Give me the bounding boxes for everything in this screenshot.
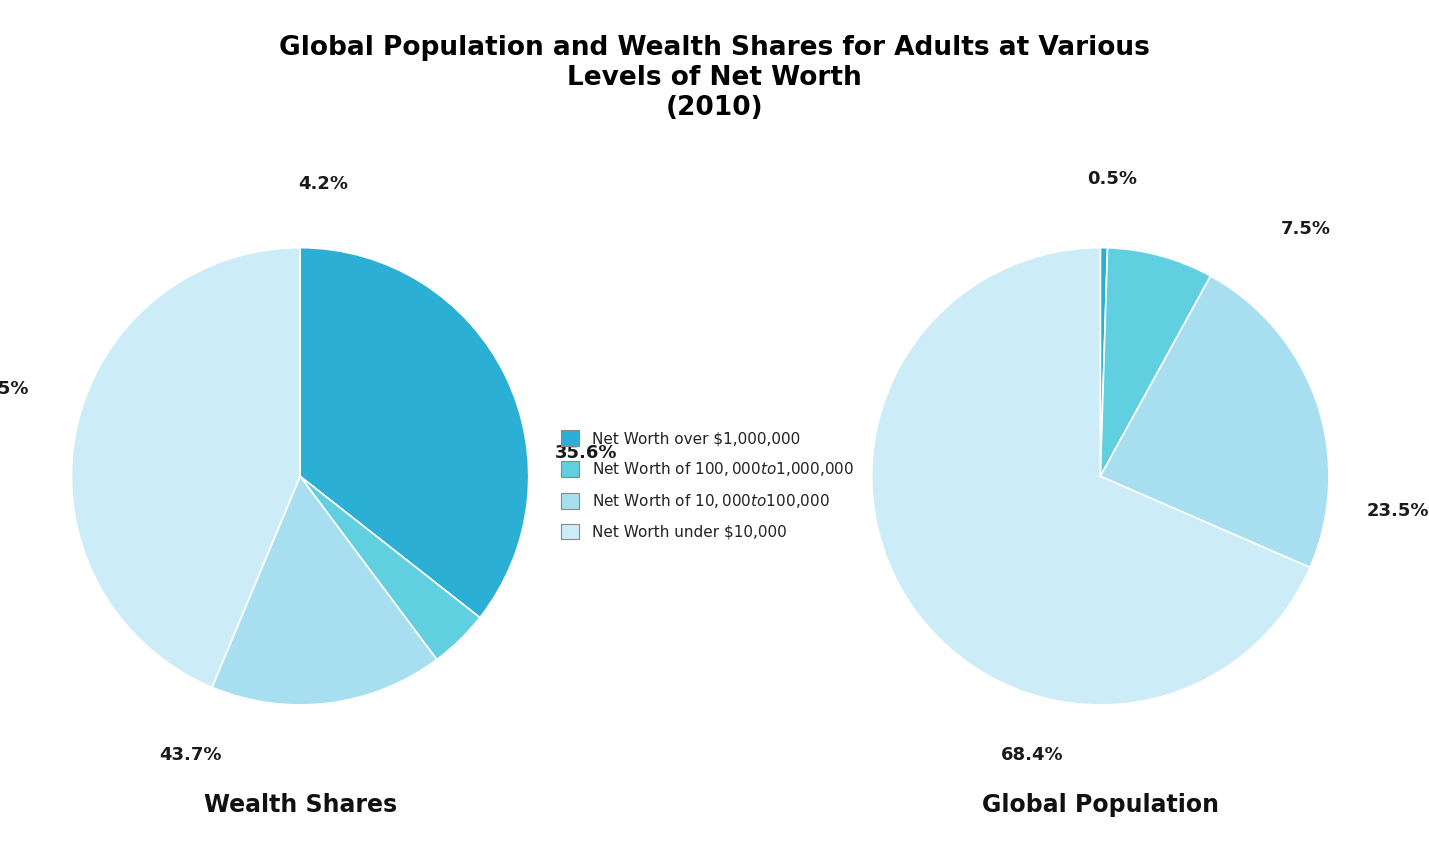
- Text: 4.2%: 4.2%: [299, 175, 347, 192]
- Text: 16.5%: 16.5%: [0, 380, 30, 398]
- Text: 43.7%: 43.7%: [159, 746, 221, 764]
- Wedge shape: [1100, 276, 1329, 567]
- Wedge shape: [71, 248, 300, 688]
- Wedge shape: [1100, 248, 1107, 476]
- Text: Wealth Shares: Wealth Shares: [203, 793, 397, 818]
- Text: 7.5%: 7.5%: [1282, 220, 1330, 238]
- Text: 0.5%: 0.5%: [1087, 170, 1136, 188]
- Text: Global Population: Global Population: [982, 793, 1219, 818]
- Wedge shape: [211, 476, 437, 705]
- Legend: Net Worth over $1,000,000, Net Worth of $100,000 to $1,000,000, Net Worth of $10: Net Worth over $1,000,000, Net Worth of …: [562, 430, 853, 540]
- Text: Global Population and Wealth Shares for Adults at Various
Levels of Net Worth
(2: Global Population and Wealth Shares for …: [279, 35, 1150, 120]
- Wedge shape: [300, 248, 529, 617]
- Text: 23.5%: 23.5%: [1366, 501, 1429, 520]
- Wedge shape: [872, 248, 1310, 705]
- Text: 35.6%: 35.6%: [554, 444, 617, 462]
- Wedge shape: [1100, 248, 1210, 476]
- Text: 68.4%: 68.4%: [1000, 746, 1063, 764]
- Wedge shape: [300, 476, 480, 660]
